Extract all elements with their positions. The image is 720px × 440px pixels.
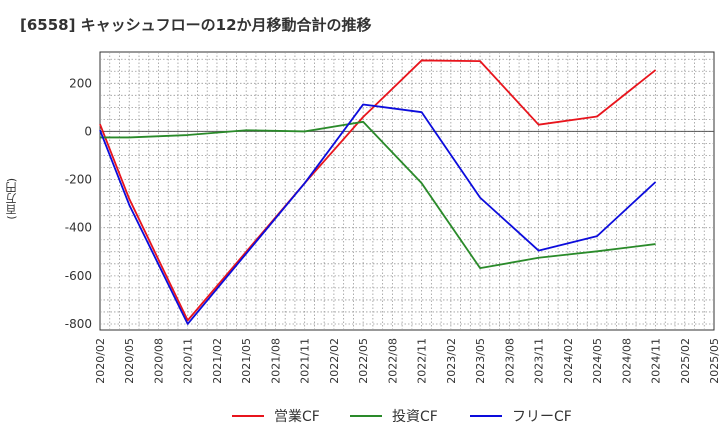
x-tick-label: 2022/02 (328, 338, 341, 384)
gridlines (99, 51, 715, 331)
x-tick-label: 2022/08 (386, 338, 399, 384)
x-tick-label: 2025/05 (708, 338, 720, 384)
legend-label: フリーCF (512, 409, 572, 425)
y-tick-label: -200 (65, 173, 92, 187)
x-tick-label: 2024/02 (562, 338, 575, 384)
x-tick-label: 2020/05 (123, 338, 136, 384)
series-line-0 (99, 59, 657, 322)
x-tick-label: 2025/02 (679, 338, 692, 384)
y-tick-label: -400 (65, 221, 92, 235)
x-tick-label: 2024/11 (650, 338, 663, 384)
x-tick-label: 2020/02 (94, 338, 107, 384)
series-line-2 (99, 103, 657, 325)
x-tick-label: 2021/02 (211, 338, 224, 384)
x-tick-label: 2023/08 (503, 338, 516, 384)
x-tick-label: 2022/11 (416, 338, 429, 384)
x-tick-label: 2021/11 (299, 338, 312, 384)
x-tick-label: 2020/08 (152, 338, 165, 384)
x-tick-label: 2024/05 (591, 338, 604, 384)
x-tick-label: 2020/11 (182, 338, 195, 384)
y-tick-label: -800 (65, 317, 92, 331)
chart-title: [6558] キャッシュフローの12か月移動合計の推移 (20, 16, 372, 34)
legend-label: 投資CF (392, 409, 438, 425)
y-tick-label: -600 (65, 269, 92, 283)
x-tick-label: 2021/08 (269, 338, 282, 384)
series-line-1 (100, 120, 656, 270)
legend-label: 営業CF (274, 409, 320, 425)
y-tick-label: 0 (84, 124, 92, 138)
y-tick-label: 200 (69, 76, 92, 90)
series-lines (99, 59, 657, 325)
plot-frame (99, 51, 715, 331)
x-tick-label: 2022/05 (357, 338, 370, 384)
x-tick-label: 2023/05 (474, 338, 487, 384)
legend: 営業CF 投資CF フリーCF (232, 409, 572, 425)
x-tick-label: 2021/05 (240, 338, 253, 384)
x-tick-label: 2023/11 (533, 338, 546, 384)
x-tick-label: 2023/02 (445, 338, 458, 384)
x-tick-label: 2024/08 (620, 338, 633, 384)
